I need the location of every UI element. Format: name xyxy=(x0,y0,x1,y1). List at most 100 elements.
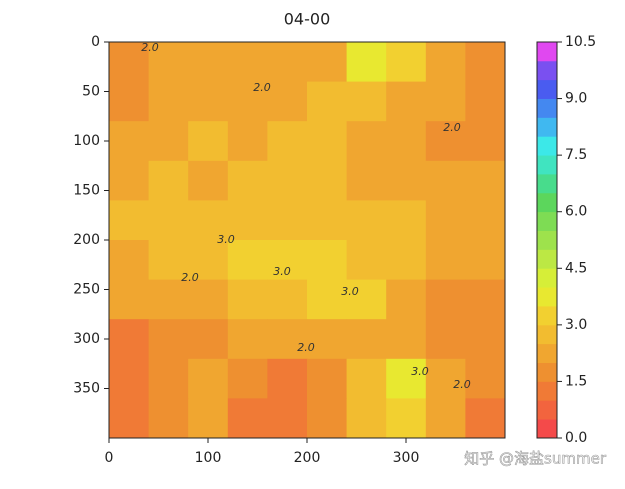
cell xyxy=(188,200,229,241)
colorbar-band xyxy=(537,60,557,81)
colorbar-band xyxy=(537,174,557,194)
y-tick-label: 0 xyxy=(91,34,100,50)
cell xyxy=(425,121,466,162)
cell xyxy=(425,240,466,281)
cell xyxy=(386,319,427,360)
cell xyxy=(109,42,150,83)
colorbar-band xyxy=(537,324,557,345)
cell xyxy=(307,279,348,320)
cell xyxy=(346,319,387,360)
cell xyxy=(307,121,348,162)
cell xyxy=(346,121,387,162)
cell xyxy=(386,42,427,83)
colorbar-tick-label: 3.0 xyxy=(565,317,587,333)
cell xyxy=(307,42,348,83)
cell xyxy=(386,160,427,201)
cell xyxy=(227,240,268,281)
cell xyxy=(465,160,506,201)
colorbar-band xyxy=(537,230,557,250)
cell xyxy=(346,398,387,439)
cell xyxy=(386,279,427,320)
cell xyxy=(267,200,308,241)
cell xyxy=(148,398,189,439)
cell xyxy=(425,319,466,360)
cell xyxy=(267,240,308,281)
cell xyxy=(386,398,427,439)
cell xyxy=(227,121,268,162)
contour-label: 2.0 xyxy=(297,341,315,354)
cell xyxy=(267,279,308,320)
cell xyxy=(109,398,150,439)
cell xyxy=(346,42,387,83)
cell xyxy=(188,279,229,320)
cell xyxy=(148,319,189,360)
cell xyxy=(465,319,506,360)
contour-label: 3.0 xyxy=(341,285,359,298)
cell xyxy=(465,121,506,162)
colorbar-band xyxy=(537,381,557,401)
cell xyxy=(227,200,268,241)
cell xyxy=(267,160,308,201)
cell xyxy=(465,200,506,241)
cell xyxy=(307,358,348,399)
cell xyxy=(109,121,150,162)
y-tick-label: 250 xyxy=(73,282,100,298)
cell xyxy=(109,160,150,201)
cell xyxy=(188,358,229,399)
contour-label: 2.0 xyxy=(443,121,461,134)
x-tick-label: 300 xyxy=(393,450,420,466)
colorbar-band xyxy=(537,362,557,382)
cell xyxy=(346,200,387,241)
colorbar-tick-label: 0.0 xyxy=(565,430,587,446)
cell xyxy=(346,160,387,201)
cell xyxy=(148,121,189,162)
cell xyxy=(188,81,229,122)
contour-label: 2.0 xyxy=(181,271,199,284)
cell xyxy=(386,200,427,241)
colorbar-band xyxy=(537,42,557,62)
cell xyxy=(386,81,427,122)
cell xyxy=(109,200,150,241)
cell xyxy=(465,279,506,320)
colorbar-tick-label: 1.5 xyxy=(565,373,587,389)
colorbar-band xyxy=(537,192,557,213)
cell xyxy=(148,240,189,281)
colorbar-tick-label: 6.0 xyxy=(565,204,587,220)
y-tick-label: 350 xyxy=(73,381,100,397)
colorbar-band xyxy=(537,79,557,99)
cell xyxy=(465,240,506,281)
cell xyxy=(465,81,506,122)
colorbar-band xyxy=(537,287,557,307)
cell xyxy=(227,398,268,439)
cell xyxy=(109,81,150,122)
cell xyxy=(307,160,348,201)
chart-title: 04-00 xyxy=(284,10,331,29)
cell xyxy=(109,319,150,360)
cell xyxy=(346,279,387,320)
colorbar-tick-label: 9.0 xyxy=(565,91,587,107)
colorbar-tick-label: 10.5 xyxy=(565,34,596,50)
cell xyxy=(267,42,308,83)
cell xyxy=(227,81,268,122)
cell xyxy=(386,358,427,399)
cell xyxy=(465,358,506,399)
cell xyxy=(148,200,189,241)
cell xyxy=(307,240,348,281)
cell xyxy=(148,42,189,83)
cell xyxy=(307,319,348,360)
contour-label: 3.0 xyxy=(217,233,235,246)
cell xyxy=(148,160,189,201)
contour-label: 3.0 xyxy=(273,265,291,278)
contour-label: 3.0 xyxy=(411,365,429,378)
colorbar-band xyxy=(537,268,557,288)
y-tick-label: 300 xyxy=(73,331,100,347)
x-tick-label: 200 xyxy=(294,450,321,466)
cell xyxy=(227,279,268,320)
cell xyxy=(267,358,308,399)
cell xyxy=(227,319,268,360)
cell xyxy=(188,319,229,360)
cell xyxy=(109,279,150,320)
cell xyxy=(425,279,466,320)
cell xyxy=(425,42,466,83)
cell xyxy=(425,358,466,399)
